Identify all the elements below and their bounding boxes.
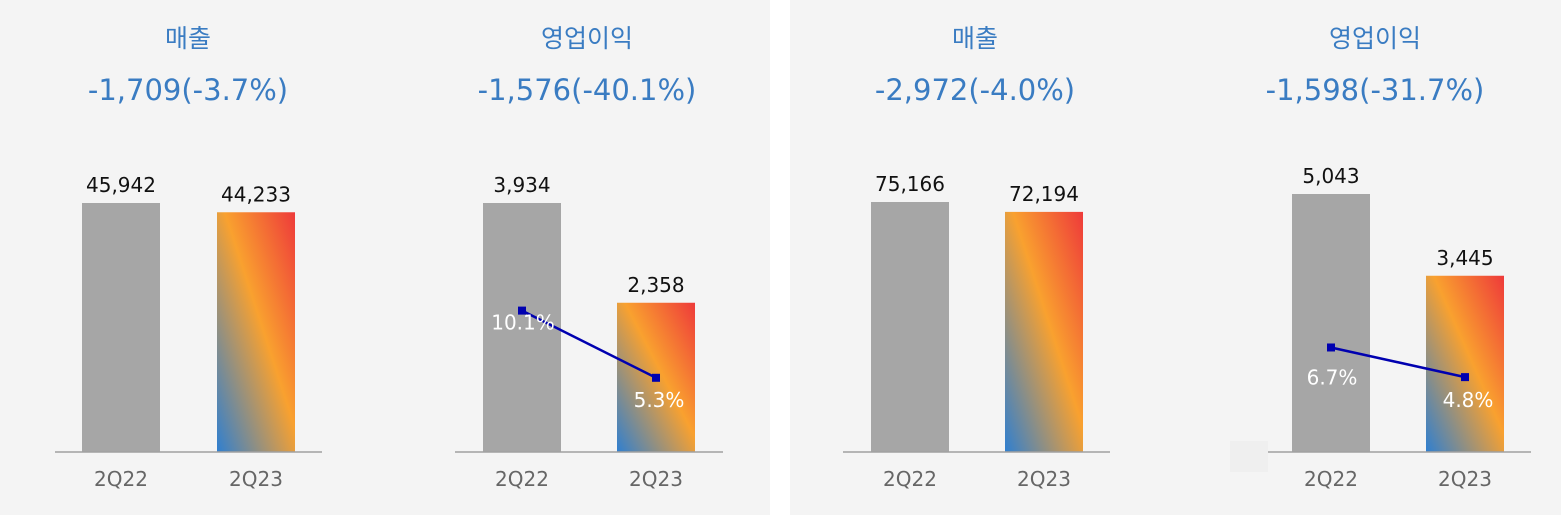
- value-label: 75,166: [875, 172, 945, 196]
- margin-label: 5.3%: [634, 388, 685, 412]
- chart-subtitle: -1,709(-3.7%): [88, 73, 288, 107]
- margin-marker: [1461, 373, 1469, 382]
- margin-marker: [518, 306, 526, 315]
- margin-line: [521, 309, 657, 379]
- x-tick-label: 2Q22: [495, 467, 549, 491]
- bar-2Q22: [1292, 194, 1370, 452]
- margin-label: 6.7%: [1307, 365, 1358, 389]
- bar-2Q22: [82, 203, 160, 452]
- chart-subtitle: -1,598(-31.7%): [1266, 73, 1485, 107]
- margin-label: 4.8%: [1443, 388, 1494, 412]
- chart-title: 영업이익: [1329, 24, 1421, 53]
- chart-subtitle: -2,972(-4.0%): [875, 73, 1075, 107]
- bar-2Q22: [483, 203, 561, 452]
- value-label: 44,233: [221, 182, 291, 206]
- value-label: 72,194: [1009, 182, 1079, 206]
- bar-2Q22: [871, 202, 949, 452]
- margin-marker: [652, 373, 660, 382]
- value-label: 45,942: [86, 173, 156, 197]
- margin-marker: [1327, 343, 1335, 352]
- chart-title: 영업이익: [541, 24, 633, 53]
- margin-line: [1330, 346, 1466, 379]
- x-tick-label: 2Q23: [1017, 467, 1071, 491]
- x-tick-label: 2Q23: [1438, 467, 1492, 491]
- chart-title: 매출: [952, 24, 998, 53]
- bar-2Q23: [1005, 211, 1083, 452]
- x-tick-label: 2Q23: [629, 467, 683, 491]
- margin-label: 10.1%: [491, 311, 555, 335]
- value-label: 2,358: [627, 273, 684, 297]
- bar-2Q23: [1426, 275, 1504, 452]
- chart-title: 매출: [165, 24, 211, 53]
- value-label: 3,445: [1436, 246, 1493, 270]
- x-tick-label: 2Q22: [883, 467, 937, 491]
- x-tick-label: 2Q22: [1304, 467, 1358, 491]
- placeholder-square: [1230, 441, 1268, 472]
- value-label: 3,934: [493, 173, 550, 197]
- x-tick-label: 2Q22: [94, 467, 148, 491]
- bar-2Q23: [217, 212, 295, 452]
- chart-subtitle: -1,576(-40.1%): [478, 73, 697, 107]
- value-label: 5,043: [1302, 164, 1359, 188]
- x-tick-label: 2Q23: [229, 467, 283, 491]
